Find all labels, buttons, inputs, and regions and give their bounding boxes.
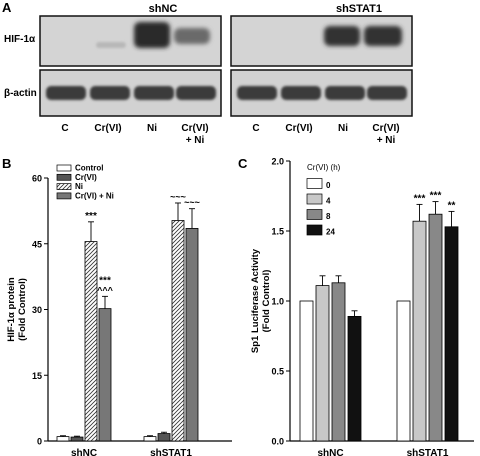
lane-label-c: C <box>252 123 259 134</box>
lane-label-c: C <box>61 123 68 134</box>
y-tick-label: 0 <box>37 437 42 447</box>
legend-label: Cr(VI) <box>75 173 97 182</box>
bar <box>171 220 185 442</box>
legend-swatch <box>306 178 323 189</box>
panel-c-letter: C <box>238 156 248 171</box>
lane-label-crni-1: Cr(VI) <box>372 123 399 134</box>
y-axis-label: Sp1 Luciferase Activity(Fold Control) <box>250 248 272 353</box>
y-tick-label: 1.0 <box>271 297 284 307</box>
bar <box>143 436 157 442</box>
legend-swatch <box>306 209 323 220</box>
band-shstat1-hif-crni <box>364 26 402 46</box>
legend-label: 0 <box>326 181 331 190</box>
blot-shstat1-hif <box>230 15 413 67</box>
legend-label: Ni <box>75 182 83 191</box>
significance-mark: *** <box>85 211 97 222</box>
significance-mark: ~~~ <box>170 192 186 202</box>
band-shnc-hif-ni <box>134 22 170 48</box>
lane-label-cr: Cr(VI) <box>94 123 121 134</box>
chart-c: 0.0 0.5 1.0 1.5 2.0 Sp1 Luciferase Activity(F… <box>250 157 474 456</box>
y-tick-label: 0.0 <box>271 437 284 447</box>
chart-b: 0 15 30 45 60 HIF-1α protein(Fold Control) ***… <box>6 164 232 456</box>
legend-swatch <box>56 164 72 172</box>
blot-group-label-shnc: shNC <box>149 3 178 15</box>
y-tick-label: 2.0 <box>271 157 284 167</box>
bar <box>185 228 199 442</box>
bar <box>412 220 427 442</box>
blot-shnc-hif <box>39 15 222 67</box>
lane-label-crni-1: Cr(VI) <box>181 123 208 134</box>
significance-mark: *** <box>99 275 111 286</box>
blot-group-label-shstat1: shSTAT1 <box>336 3 382 15</box>
bar <box>347 315 362 442</box>
legend-swatch <box>56 192 72 200</box>
bar <box>331 282 346 442</box>
y-tick-label: 60 <box>32 174 42 184</box>
legend-swatch <box>56 183 72 190</box>
blot-shnc-actin <box>39 69 222 117</box>
band-shstat1-hif-ni <box>324 26 360 46</box>
lane-label-crni-2: + Ni <box>186 135 205 146</box>
y-tick-label: 1.5 <box>271 227 284 237</box>
legend-label: Cr(VI) + Ni <box>75 191 114 200</box>
bar <box>98 308 112 442</box>
y-axis-label: HIF-1α protein(Fold Control) <box>6 277 28 342</box>
bar <box>84 241 98 442</box>
row-label-actin: β-actin <box>4 88 37 99</box>
lane-label-crni-2: + Ni <box>377 135 396 146</box>
bar <box>396 300 411 442</box>
y-tick-label: 15 <box>32 371 42 381</box>
legend-swatch <box>56 173 72 181</box>
x-category-label: shSTAT1 <box>407 448 449 456</box>
y-tick-label: 0.5 <box>271 367 284 377</box>
lane-label-ni: Ni <box>338 123 348 134</box>
x-category-label: shSTAT1 <box>150 448 192 456</box>
lane-label-cr: Cr(VI) <box>285 123 312 134</box>
legend-label: Control <box>75 164 103 173</box>
lane-label-ni: Ni <box>147 123 157 134</box>
bar <box>315 285 330 442</box>
bar <box>299 300 314 442</box>
panel-b-letter: B <box>2 156 11 171</box>
bar <box>428 213 443 442</box>
significance-mark: *** <box>414 193 426 204</box>
bar <box>157 433 171 442</box>
row-label-hif: HIF-1α <box>4 34 36 45</box>
significance-mark: ** <box>448 200 456 211</box>
legend-title: Cr(VI) (h) <box>307 163 341 172</box>
y-tick-label: 30 <box>32 305 42 315</box>
bar <box>70 436 84 442</box>
x-category-label: shNC <box>317 448 343 456</box>
panel-a-letter: A <box>2 0 12 15</box>
legend-swatch <box>306 193 323 205</box>
significance-mark: ^^^ <box>97 285 114 295</box>
band-shnc-hif-crni <box>174 28 210 44</box>
band-shnc-hif-cr <box>96 42 126 48</box>
bar <box>56 436 70 442</box>
legend-label: 8 <box>326 212 331 221</box>
y-tick-label: 45 <box>32 239 42 249</box>
significance-mark: ~~~ <box>184 198 200 208</box>
x-category-label: shNC <box>71 448 97 456</box>
legend-label: 24 <box>326 228 335 237</box>
blot-shstat1-actin <box>230 69 413 117</box>
legend-label: 4 <box>326 197 331 206</box>
legend-swatch <box>306 224 323 236</box>
significance-mark: *** <box>430 191 442 202</box>
bar <box>444 226 459 442</box>
